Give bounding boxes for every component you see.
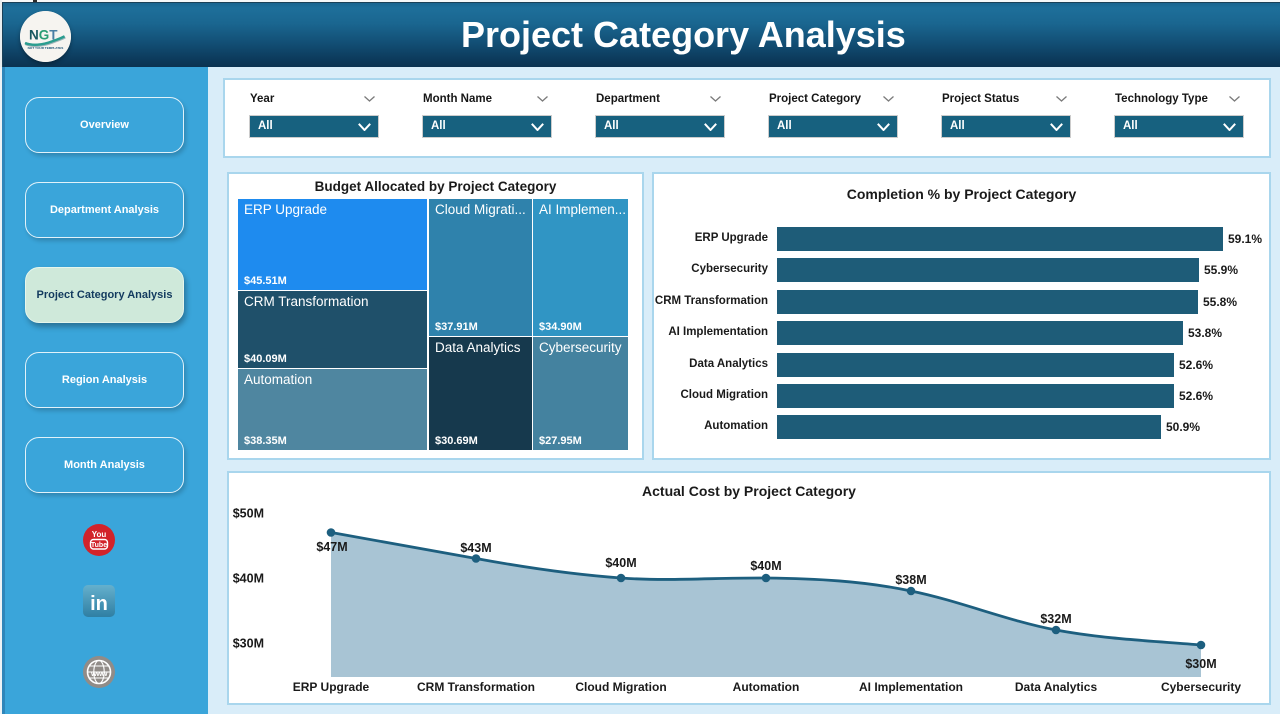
svg-text:$38M: $38M — [895, 573, 926, 587]
svg-text:$30M: $30M — [1185, 657, 1216, 671]
svg-text:$32M: $32M — [1040, 612, 1071, 626]
svg-text:NOT YOUR TEMPLATES: NOT YOUR TEMPLATES — [28, 46, 64, 50]
svg-text:$40M: $40M — [750, 559, 781, 573]
svg-text:$40M: $40M — [605, 556, 636, 570]
svg-text:Cybersecurity: Cybersecurity — [1161, 680, 1241, 694]
svg-text:www: www — [90, 669, 108, 678]
svg-text:$43M: $43M — [460, 541, 491, 555]
svg-text:Tube: Tube — [91, 542, 107, 549]
svg-text:ERP Upgrade: ERP Upgrade — [293, 680, 370, 694]
svg-text:$47M: $47M — [316, 540, 347, 554]
svg-text:You: You — [92, 530, 107, 539]
svg-text:Data Analytics: Data Analytics — [1015, 680, 1098, 694]
svg-text:$50M: $50M — [233, 507, 264, 521]
svg-text:AI Implementation: AI Implementation — [859, 680, 963, 694]
svg-text:NGT: NGT — [29, 28, 58, 43]
svg-text:CRM Transformation: CRM Transformation — [417, 680, 535, 694]
svg-text:$40M: $40M — [233, 572, 264, 586]
svg-text:Cloud Migration: Cloud Migration — [575, 680, 666, 694]
svg-text:Automation: Automation — [733, 680, 800, 694]
svg-text:in: in — [90, 593, 108, 615]
svg-text:$30M: $30M — [233, 637, 264, 651]
